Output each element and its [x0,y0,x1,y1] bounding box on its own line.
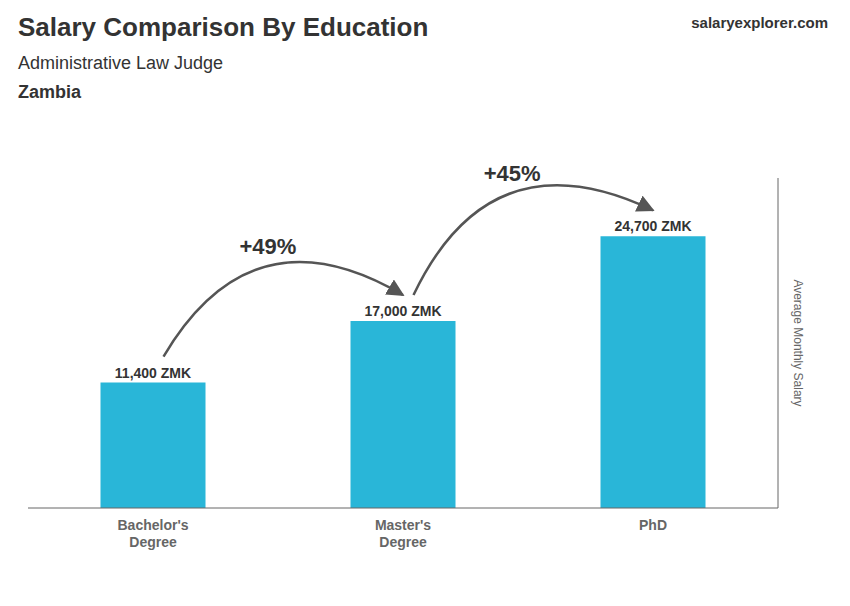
html-text:Administrative Law Judge: Administrative Law Judge [18,53,224,73]
svg-text:11,400 ZMK: 11,400 ZMK [115,365,191,381]
html-text:Salary Comparison By Education: Salary Comparison By Education [18,12,429,42]
svg-text:24,700 ZMK: 24,700 ZMK [614,218,691,234]
html-text:Zambia: Zambia [18,82,81,102]
svg-text:Average Monthly Salary: Average Monthly Salary [791,279,805,406]
svg-text:+45%: +45% [484,161,541,186]
svg-text:17,000 ZMK: 17,000 ZMK [364,303,441,319]
svg-text:Bachelor'sDegree: Bachelor'sDegree [117,517,188,550]
svg-text:PhD: PhD [639,517,667,533]
svg-text:+49%: +49% [239,234,296,259]
html-text:salaryexplorer.com: salaryexplorer.com [691,14,828,31]
svg-text:Master'sDegree: Master'sDegree [375,517,431,550]
